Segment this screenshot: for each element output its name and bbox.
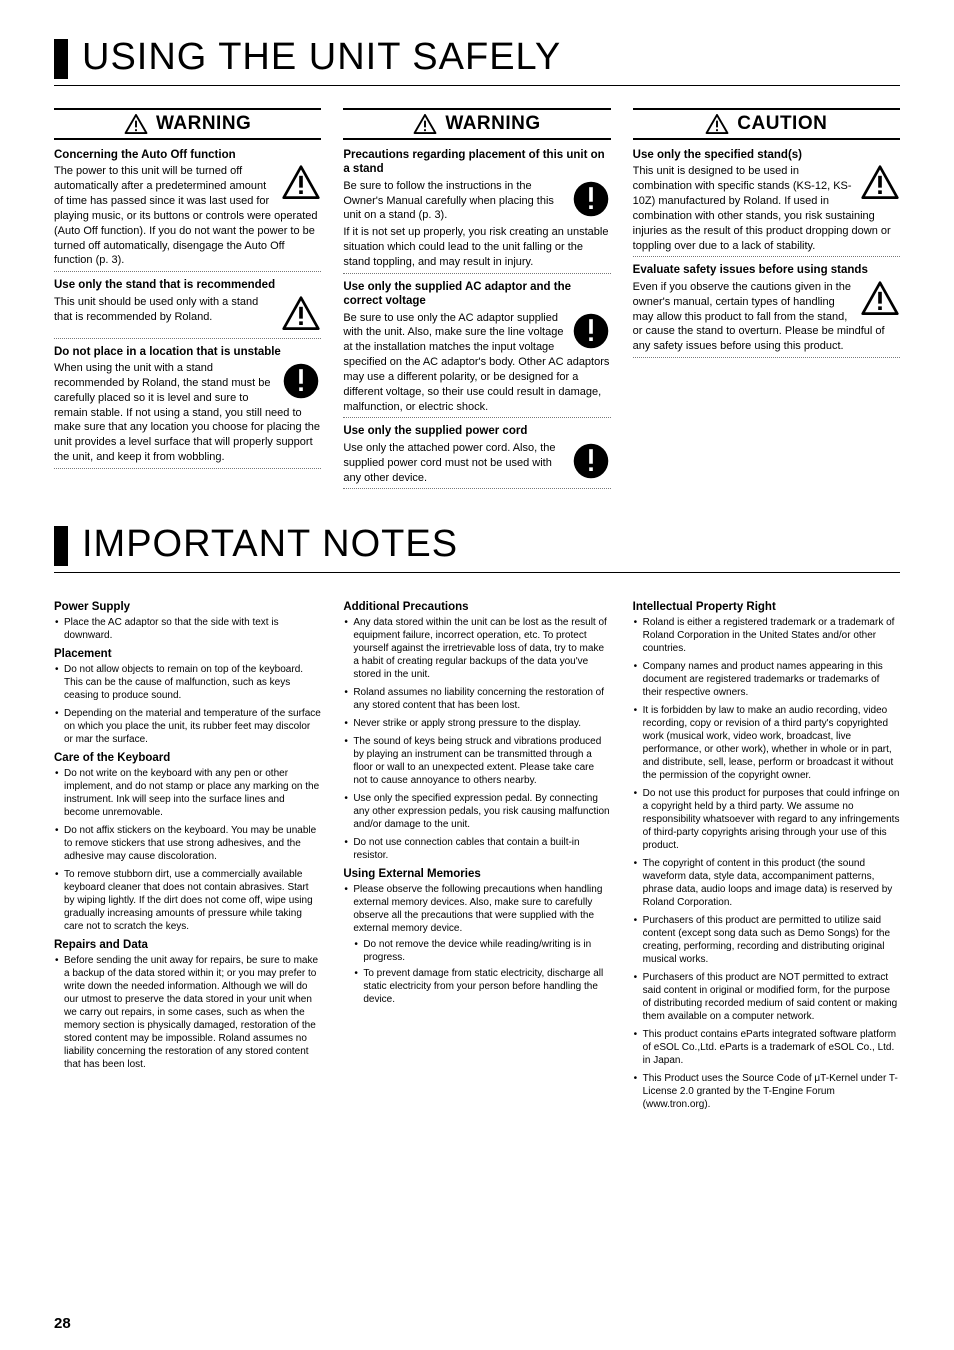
mandatory-circle-icon [571, 441, 611, 481]
list-item: Depending on the material and temperatur… [54, 707, 321, 746]
warning-triangle-icon [413, 114, 437, 134]
note-list: Any data stored within the unit can be l… [343, 616, 610, 862]
note-list: Place the AC adaptor so that the side wi… [54, 616, 321, 642]
mandatory-circle-icon [571, 179, 611, 219]
dotted-divider [633, 256, 900, 257]
block-title: Use only the stand that is recommended [54, 278, 321, 292]
block-body: This unit should be used only with a sta… [54, 295, 321, 335]
notes-subheading: Power Supply [54, 601, 321, 613]
list-item: Company names and product names appearin… [633, 660, 900, 699]
list-item: Never strike or apply strong pressure to… [343, 717, 610, 730]
warning-triangle-icon [124, 114, 148, 134]
list-item: Do not remove the device while reading/w… [353, 938, 610, 964]
note-list: Do not write on the keyboard with any pe… [54, 767, 321, 933]
notes-subheading: Intellectual Property Right [633, 601, 900, 613]
list-item: Do not use connection cables that contai… [343, 836, 610, 862]
list-item: Do not allow objects to remain on top of… [54, 663, 321, 702]
list-item: Purchasers of this product are NOT permi… [633, 971, 900, 1023]
block-body: Be sure to follow the instructions in th… [343, 179, 610, 224]
title-text: USING THE UNIT SAFELY [82, 36, 561, 79]
warning-triangle-icon [281, 164, 321, 204]
list-item: Purchasers of this product are permitted… [633, 914, 900, 966]
warning-triangle-icon [281, 295, 321, 335]
list-item: Roland is either a registered trademark … [633, 616, 900, 655]
banner-label: WARNING [445, 113, 540, 135]
block-body: Be sure to use only the AC adaptor suppl… [343, 311, 610, 415]
dotted-divider [343, 488, 610, 489]
list-item: Place the AC adaptor so that the side wi… [54, 616, 321, 642]
section-title-safely: USING THE UNIT SAFELY [54, 36, 900, 79]
sub-list: Do not remove the device while reading/w… [353, 938, 610, 1006]
list-item: Roland assumes no liability concerning t… [343, 686, 610, 712]
title-rule [54, 572, 900, 573]
dotted-divider [633, 357, 900, 358]
list-item: Use only the specified expression pedal.… [343, 792, 610, 831]
title-rule [54, 85, 900, 86]
notes-subheading: Repairs and Data [54, 939, 321, 951]
block-body: This unit is designed to be used in comb… [633, 164, 900, 253]
notes-subheading: Placement [54, 648, 321, 660]
list-item: Please observe the following precautions… [343, 883, 610, 1006]
caution-banner: CAUTION [633, 108, 900, 140]
note-list: Before sending the unit away for repairs… [54, 954, 321, 1071]
block-body: The power to this unit will be turned of… [54, 164, 321, 268]
block-body: Even if you observe the cautions given i… [633, 280, 900, 354]
warning-triangle-icon [860, 280, 900, 320]
warning-banner: WARNING [54, 108, 321, 140]
section-title-notes: IMPORTANT NOTES [54, 523, 900, 566]
dotted-divider [54, 468, 321, 469]
block-body: When using the unit with a stand recomme… [54, 361, 321, 465]
list-item: Before sending the unit away for repairs… [54, 954, 321, 1071]
list-item: Do not affix stickers on the keyboard. Y… [54, 824, 321, 863]
block-title: Do not place in a location that is unsta… [54, 345, 321, 359]
block-title: Concerning the Auto Off function [54, 148, 321, 162]
block-title: Use only the supplied power cord [343, 424, 610, 438]
dotted-divider [343, 273, 610, 274]
list-item: Do not use this product for purposes tha… [633, 787, 900, 852]
block-body: Use only the attached power cord. Also, … [343, 441, 610, 486]
list-item: It is forbidden by law to make an audio … [633, 704, 900, 782]
dotted-divider [54, 338, 321, 339]
warning-triangle-icon [860, 164, 900, 204]
notes-columns: Power Supply Place the AC adaptor so that… [54, 595, 900, 1116]
title-bar [54, 39, 68, 79]
notes-subheading: Care of the Keyboard [54, 752, 321, 764]
block-title: Use only the specified stand(s) [633, 148, 900, 162]
note-list: Please observe the following precautions… [343, 883, 610, 1006]
title-text: IMPORTANT NOTES [82, 523, 458, 566]
page-number: 28 [54, 1315, 71, 1332]
list-item: The sound of keys being struck and vibra… [343, 735, 610, 787]
mandatory-circle-icon [281, 361, 321, 401]
notes-subheading: Additional Precautions [343, 601, 610, 613]
mandatory-circle-icon [571, 311, 611, 351]
warning-banner: WARNING [343, 108, 610, 140]
block-title: Precautions regarding placement of this … [343, 148, 610, 177]
title-bar [54, 526, 68, 566]
block-title: Evaluate safety issues before using stan… [633, 263, 900, 277]
warning-triangle-icon [705, 114, 729, 134]
notes-subheading: Using External Memories [343, 868, 610, 880]
list-item: This product contains eParts integrated … [633, 1028, 900, 1067]
list-item: This Product uses the Source Code of μT-… [633, 1072, 900, 1111]
dotted-divider [54, 271, 321, 272]
banner-label: WARNING [156, 113, 251, 135]
block-body: If it is not set up properly, you risk c… [343, 225, 610, 270]
safely-columns: WARNING Concerning the Auto Off function T… [54, 108, 900, 495]
list-item: To remove stubborn dirt, use a commercia… [54, 868, 321, 933]
note-list: Do not allow objects to remain on top of… [54, 663, 321, 746]
list-item: The copyright of content in this product… [633, 857, 900, 909]
block-title: Use only the supplied AC adaptor and the… [343, 280, 610, 309]
dotted-divider [343, 417, 610, 418]
note-list: Roland is either a registered trademark … [633, 616, 900, 1111]
list-item: Do not write on the keyboard with any pe… [54, 767, 321, 819]
banner-label: CAUTION [737, 113, 827, 135]
list-item: To prevent damage from static electricit… [353, 967, 610, 1006]
list-item: Any data stored within the unit can be l… [343, 616, 610, 681]
